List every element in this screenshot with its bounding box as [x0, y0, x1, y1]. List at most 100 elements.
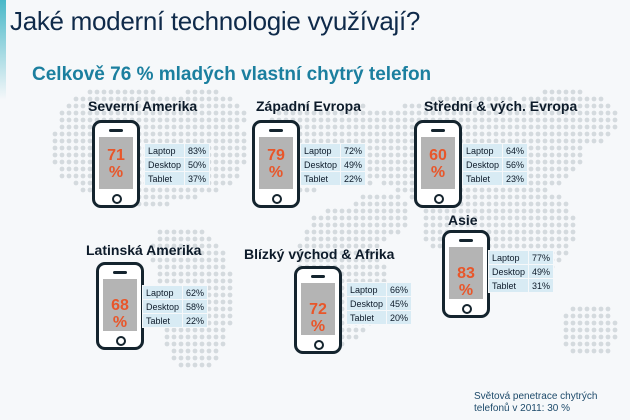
stat-label: Laptop	[299, 143, 342, 158]
stat-value: 23%	[502, 171, 529, 186]
region-name: Asie	[448, 212, 478, 228]
stat-value: 62%	[182, 285, 209, 300]
stat-label: Laptop	[143, 143, 186, 158]
stat-label: Desktop	[143, 157, 186, 172]
stat-value: 56%	[502, 157, 529, 172]
device-stats-table: Laptop 64% Desktop 56% Tablet 23%	[461, 143, 529, 186]
stat-value: 49%	[528, 264, 555, 279]
stat-row-laptop: Laptop 64%	[461, 143, 529, 158]
stat-label: Desktop	[345, 296, 388, 311]
stat-row-desktop: Desktop 49%	[299, 157, 367, 172]
phone-home-button	[314, 340, 324, 350]
phone-home-button	[112, 194, 122, 204]
region-name: Střední & vých. Evropa	[424, 98, 578, 114]
smartphone-percentage: 68 %	[111, 297, 129, 331]
stat-value: 31%	[528, 278, 555, 293]
stat-value: 37%	[184, 171, 211, 186]
stat-value: 20%	[386, 310, 413, 325]
smartphone-percentage: 79 %	[267, 147, 285, 181]
page-title: Jaké moderní technologie využívají?	[10, 6, 421, 36]
stat-label: Tablet	[141, 313, 184, 328]
stat-value: 50%	[184, 157, 211, 172]
stat-row-tablet: Tablet 22%	[141, 313, 209, 328]
stat-value: 72%	[340, 143, 367, 158]
stat-row-tablet: Tablet 22%	[299, 171, 367, 186]
phone-speaker	[109, 129, 123, 132]
smartphone-percentage: 72 %	[309, 301, 327, 335]
footer-note: Světová penetrace chytrých telefonů v 20…	[474, 391, 597, 415]
stat-value: 83%	[184, 143, 211, 158]
stat-row-desktop: Desktop 58%	[141, 299, 209, 314]
phone-speaker	[311, 275, 325, 278]
stat-label: Tablet	[487, 278, 530, 293]
smartphone-icon: 83 %	[442, 230, 490, 318]
stat-label: Laptop	[461, 143, 504, 158]
smartphone-icon: 72 %	[294, 266, 342, 354]
footer-line: Světová penetrace chytrých	[474, 391, 598, 402]
device-stats-table: Laptop 72% Desktop 49% Tablet 22%	[299, 143, 367, 186]
stat-label: Desktop	[141, 299, 184, 314]
phone-home-button	[116, 336, 126, 346]
device-stats-table: Laptop 77% Desktop 49% Tablet 31%	[487, 250, 555, 293]
accent-stripe	[0, 0, 6, 100]
smartphone-percentage: 83 %	[457, 265, 475, 299]
footer-line: telefonů v 2011: 30 %	[474, 403, 570, 414]
stat-row-desktop: Desktop 49%	[487, 264, 555, 279]
phone-speaker	[113, 271, 127, 274]
region-name: Blízký východ & Afrika	[244, 246, 395, 262]
stat-label: Tablet	[345, 310, 388, 325]
stat-value: 22%	[182, 313, 209, 328]
stat-row-tablet: Tablet 20%	[345, 310, 413, 325]
stat-row-tablet: Tablet 37%	[143, 171, 211, 186]
stat-row-desktop: Desktop 56%	[461, 157, 529, 172]
phone-screen: 83 %	[449, 247, 483, 299]
stat-row-tablet: Tablet 23%	[461, 171, 529, 186]
phone-screen: 68 %	[103, 279, 137, 331]
device-stats-table: Laptop 62% Desktop 58% Tablet 22%	[141, 285, 209, 328]
phone-home-button	[434, 194, 444, 204]
phone-speaker	[459, 239, 473, 242]
stat-value: 49%	[340, 157, 367, 172]
stat-row-laptop: Laptop 72%	[299, 143, 367, 158]
stat-label: Tablet	[143, 171, 186, 186]
smartphone-icon: 79 %	[252, 120, 300, 208]
stat-label: Laptop	[141, 285, 184, 300]
stat-row-desktop: Desktop 50%	[143, 157, 211, 172]
phone-screen: 60 %	[421, 137, 455, 189]
stat-row-desktop: Desktop 45%	[345, 296, 413, 311]
stat-value: 45%	[386, 296, 413, 311]
phone-screen: 72 %	[301, 283, 335, 335]
stat-label: Tablet	[299, 171, 342, 186]
stat-label: Laptop	[345, 282, 388, 297]
stat-value: 58%	[182, 299, 209, 314]
smartphone-percentage: 60 %	[429, 147, 447, 181]
stat-row-laptop: Laptop 66%	[345, 282, 413, 297]
smartphone-percentage: 71 %	[107, 147, 125, 181]
phone-home-button	[272, 194, 282, 204]
device-stats-table: Laptop 66% Desktop 45% Tablet 20%	[345, 282, 413, 325]
stat-row-laptop: Laptop 77%	[487, 250, 555, 265]
stat-label: Desktop	[487, 264, 530, 279]
stat-label: Laptop	[487, 250, 530, 265]
phone-speaker	[431, 129, 445, 132]
stat-value: 66%	[386, 282, 413, 297]
stat-row-laptop: Laptop 83%	[143, 143, 211, 158]
smartphone-icon: 71 %	[92, 120, 140, 208]
region-name: Západní Evropa	[256, 98, 362, 114]
stat-label: Desktop	[299, 157, 342, 172]
stat-label: Tablet	[461, 171, 504, 186]
phone-screen: 79 %	[259, 137, 293, 189]
stat-value: 64%	[502, 143, 529, 158]
region-name: Severní Amerika	[88, 98, 198, 114]
smartphone-icon: 68 %	[96, 262, 144, 350]
device-stats-table: Laptop 83% Desktop 50% Tablet 37%	[143, 143, 211, 186]
phone-home-button	[462, 304, 472, 314]
smartphone-icon: 60 %	[414, 120, 462, 208]
stat-row-tablet: Tablet 31%	[487, 278, 555, 293]
stat-row-laptop: Laptop 62%	[141, 285, 209, 300]
page-subtitle: Celkově 76 % mladých vlastní chytrý tele…	[32, 64, 432, 85]
stat-label: Desktop	[461, 157, 504, 172]
stat-value: 77%	[528, 250, 555, 265]
phone-speaker	[269, 129, 283, 132]
